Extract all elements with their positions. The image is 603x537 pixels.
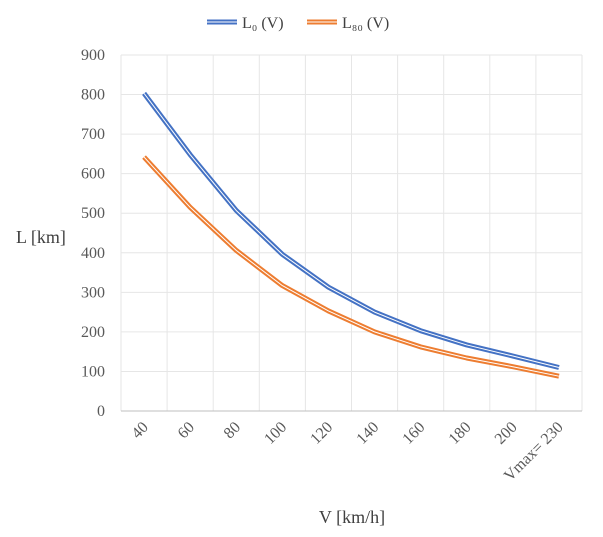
- y-tick-label: 500: [81, 205, 105, 222]
- series-lines: [142, 91, 560, 379]
- y-tick-label: 200: [81, 324, 105, 341]
- series-line-highlight-1: [143, 156, 560, 377]
- x-tick-label: 160: [399, 419, 428, 448]
- legend-label: L₈₀ (V): [342, 15, 389, 32]
- legend-label: L₀ (V): [242, 15, 284, 32]
- y-tick-label: 100: [81, 363, 105, 380]
- y-tick-label: 900: [81, 47, 105, 64]
- y-axis-title: L [km]: [16, 227, 66, 247]
- y-tick-label: 400: [81, 245, 105, 262]
- y-tick-label: 800: [81, 87, 105, 104]
- x-tick-label: 60: [175, 419, 198, 442]
- x-tick-label: 80: [221, 419, 244, 442]
- y-tick-label: 300: [81, 284, 105, 301]
- y-tick-label: 600: [81, 166, 105, 183]
- series-line-highlight-0: [143, 93, 560, 368]
- x-tick-label: 140: [353, 419, 382, 448]
- y-tick-label: 0: [97, 403, 105, 420]
- x-tick-label: 180: [446, 419, 475, 448]
- legend: L₀ (V) L₈₀ (V): [207, 15, 389, 32]
- x-axis-title: V [km/h]: [319, 507, 385, 527]
- x-tick-label: 40: [129, 419, 152, 442]
- y-axis-ticks: 0 100 200 300 400 500 600 700 800 900: [81, 47, 105, 420]
- x-tick-label: 100: [261, 419, 290, 448]
- gridlines: [120, 54, 583, 412]
- x-tick-label: 200: [492, 419, 521, 448]
- x-tick-label: 120: [307, 419, 336, 448]
- y-tick-label: 700: [81, 126, 105, 143]
